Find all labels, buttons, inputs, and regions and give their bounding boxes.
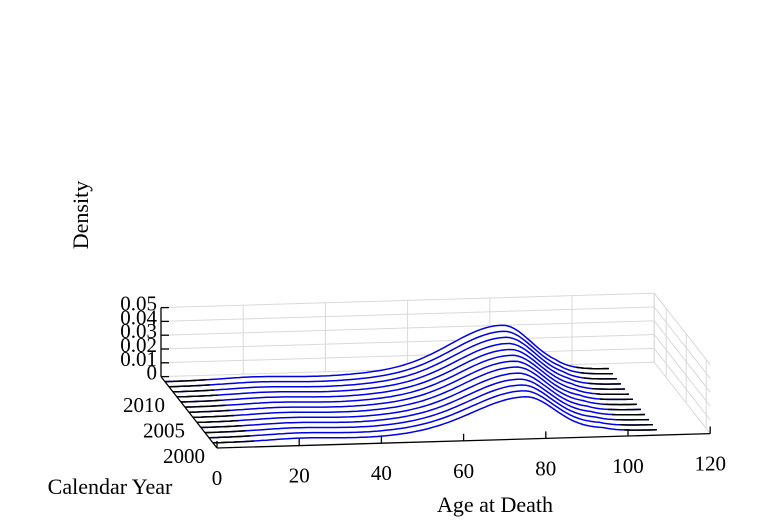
- gridline-side: [653, 306, 711, 379]
- curve-tail-left-2004: [196, 419, 239, 424]
- curve-tail-right-2011: [579, 371, 613, 375]
- z-tick-label: 2000: [163, 444, 205, 468]
- grid: [160, 292, 711, 434]
- x-tick-label: 0: [212, 466, 223, 490]
- gridline-side: [653, 361, 711, 434]
- x-tick-label: 60: [453, 459, 474, 483]
- gridline-y: [160, 292, 655, 309]
- curve-2001: [208, 390, 653, 439]
- curve-2008: [180, 348, 625, 403]
- gridline-y: [160, 347, 655, 364]
- gridline-y: [160, 306, 655, 322]
- curve-2011: [168, 330, 613, 388]
- curve-2010: [172, 336, 617, 393]
- y-tick-label: 0: [147, 361, 158, 385]
- y-axis-label: Density: [68, 181, 93, 249]
- curve-tail-right-2008: [591, 387, 625, 390]
- curve-tail-right-2010: [583, 377, 617, 380]
- x-tick-label: 80: [535, 456, 556, 480]
- x-tick-label: 40: [371, 461, 392, 485]
- curve-tail-right-2009: [587, 382, 621, 385]
- curve-tail-right-2012: [575, 366, 609, 370]
- y-tick-label: 0.04: [120, 305, 157, 329]
- curve-tail-left-2005: [192, 414, 235, 419]
- curve-tail-left-2002: [204, 430, 247, 434]
- y-tick-label: 0.03: [120, 319, 157, 343]
- curve-2009: [176, 342, 621, 398]
- density-curves: [164, 324, 657, 444]
- y-tick-label: 0.01: [120, 347, 157, 371]
- z-tick-label: 2010: [123, 393, 165, 417]
- y-tick-label: 0.05: [120, 292, 157, 316]
- curve-2006: [188, 360, 633, 413]
- gridline-y: [160, 320, 655, 336]
- curve-2007: [184, 354, 629, 408]
- gridline-side: [653, 320, 711, 393]
- curve-2003: [200, 378, 645, 429]
- curve-tail-right-2007: [595, 393, 629, 396]
- curve-tail-left-2010: [172, 389, 215, 393]
- z-axis-line: [160, 376, 218, 449]
- z-axis-label: Calendar Year: [48, 474, 173, 499]
- curve-2000: [212, 396, 657, 444]
- curve-2002: [204, 384, 649, 434]
- y-tick-label: 0.02: [120, 333, 157, 357]
- x-tick-label: 100: [612, 454, 644, 478]
- axes: [160, 306, 711, 449]
- tick-labels: 0 20 40 60 80 100 12000.010.020.030.040.052000…: [120, 292, 726, 490]
- curve-tail-left-2008: [180, 399, 223, 403]
- x-axis-label: Age at Death: [437, 492, 553, 517]
- gridline-side: [653, 348, 711, 421]
- curve-2005: [192, 366, 637, 419]
- curve-fill-2000: [213, 396, 657, 443]
- curve-tail-left-2000: [212, 440, 255, 444]
- curve-tail-left-2001: [208, 435, 251, 439]
- curve-tail-left-2011: [168, 384, 211, 388]
- curve-tail-left-2006: [188, 409, 231, 413]
- curve-2012: [164, 324, 609, 383]
- x-tick-label: 120: [694, 452, 726, 476]
- gridline-side: [653, 292, 711, 365]
- curve-tail-left-2012: [164, 379, 207, 383]
- curve-2004: [196, 372, 641, 424]
- gridline-side: [653, 334, 711, 407]
- gridline-y: [160, 334, 655, 350]
- curve-tail-left-2007: [184, 404, 227, 408]
- curve-tail-left-2009: [176, 394, 219, 398]
- z-tick-label: 2005: [143, 418, 185, 442]
- x-tick-label: 20: [289, 464, 310, 488]
- curve-tail-left-2003: [200, 424, 243, 429]
